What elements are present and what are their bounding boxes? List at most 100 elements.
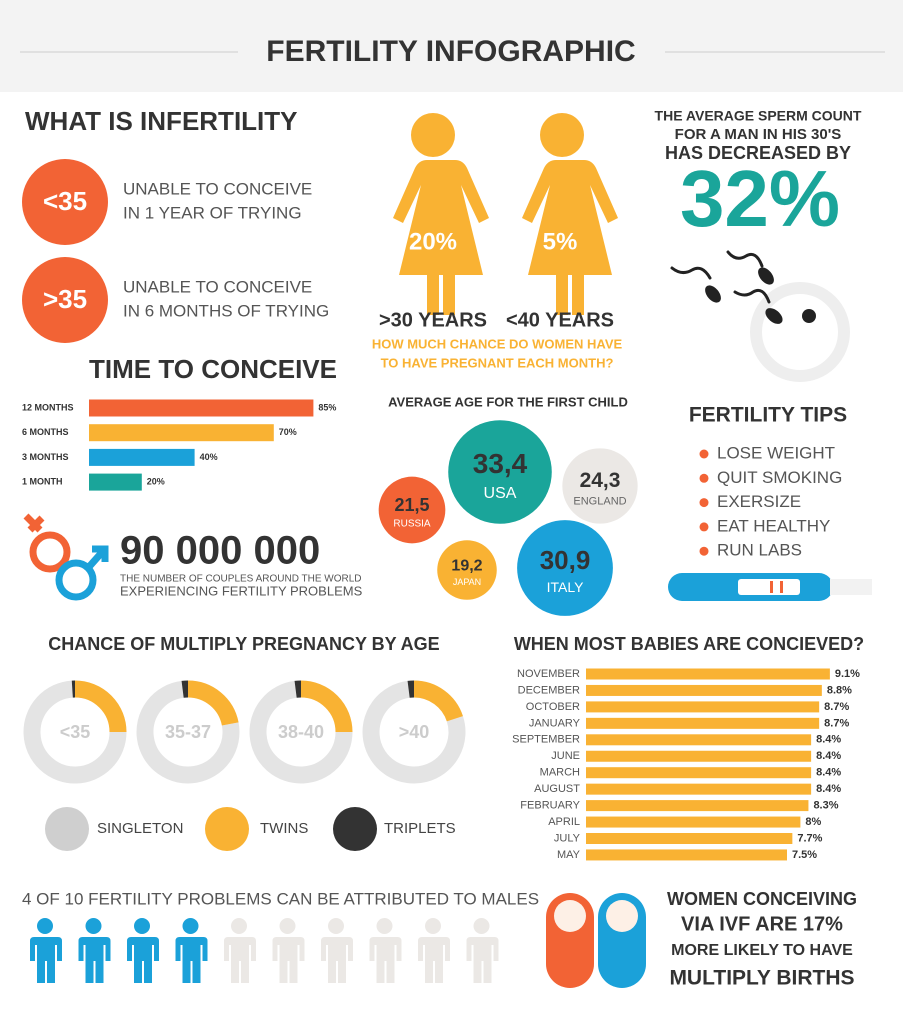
- sperm-text: THE AVERAGE SPERM COUNT: [655, 108, 862, 124]
- bar: [89, 424, 274, 442]
- badge-label: >35: [43, 284, 87, 314]
- bar: [586, 767, 812, 779]
- bar: [586, 816, 801, 828]
- sperm-value: 32%: [680, 154, 840, 243]
- category-label: JUNE: [551, 750, 580, 762]
- value-label: 19,2: [451, 558, 482, 575]
- category-label: DECEMBER: [518, 684, 580, 696]
- person-body: [78, 937, 111, 983]
- category-label: 12 MONTHS: [22, 402, 74, 412]
- bar: [586, 783, 812, 795]
- couples-text: THE NUMBER OF COUPLES AROUND THE WORLD: [120, 574, 362, 585]
- category-label: FEBRUARY: [520, 800, 580, 812]
- value-label: 8.8%: [827, 684, 852, 696]
- tip-bullet: [699, 498, 709, 508]
- tip: LOSE WEIGHT: [717, 443, 835, 462]
- tips-heading: FERTILITY TIPS: [689, 404, 847, 427]
- chart-title: CHANCE OF MULTIPLY PREGNANCY BY AGE: [48, 634, 439, 654]
- person-icon: [175, 918, 208, 983]
- bubble: [378, 476, 446, 544]
- person-icon: [466, 918, 499, 983]
- couples-number: 90 000 000: [120, 529, 320, 573]
- tip-bullet: [699, 546, 709, 556]
- person-head: [37, 918, 53, 934]
- definition: IN 1 YEAR OF TRYING: [123, 203, 302, 222]
- bar: [586, 833, 793, 844]
- value-label: 8.7%: [824, 717, 849, 729]
- person-head: [425, 918, 441, 934]
- test-stick: [830, 579, 872, 595]
- definition: UNABLE TO CONCEIVE: [123, 179, 312, 198]
- person-head: [182, 918, 199, 934]
- value-label: 8.4%: [816, 783, 841, 795]
- value-label: 40%: [200, 452, 218, 462]
- value-label: 20%: [147, 476, 165, 486]
- category-label: JULY: [554, 832, 581, 844]
- header-band: [0, 0, 903, 92]
- value-label: 9.1%: [835, 668, 860, 680]
- value-label: 8.4%: [816, 734, 841, 746]
- figure-label: >30 YEARS: [379, 309, 487, 331]
- test-line: [770, 581, 773, 593]
- donut-slice: [362, 680, 466, 784]
- person-icon: [272, 918, 305, 983]
- test-line: [780, 581, 783, 593]
- value-label: 8.7%: [824, 701, 849, 713]
- person-icon: [418, 918, 450, 983]
- ivf-text: VIA IVF ARE 17%: [681, 913, 843, 935]
- definition: IN 6 MONTHS OF TRYING: [123, 301, 329, 320]
- sperm-icons: [670, 250, 771, 304]
- baby-face: [606, 900, 638, 932]
- egg: [750, 282, 850, 382]
- person-body: [175, 937, 208, 983]
- category-label: SEPTEMBER: [512, 734, 580, 746]
- value-label: 7.7%: [797, 832, 822, 844]
- donut-slice: [23, 680, 127, 784]
- category-label: JAPAN: [453, 577, 481, 587]
- value-label: 24,3: [580, 469, 621, 492]
- sperm-text: FOR A MAN IN HIS 30'S: [675, 126, 842, 143]
- person-icon: [321, 918, 353, 983]
- chart-title: AVERAGE AGE FOR THE FIRST CHILD: [388, 394, 628, 409]
- tip: QUIT SMOKING: [717, 468, 842, 487]
- value-label: 8.4%: [816, 750, 841, 762]
- person-body: [272, 937, 305, 983]
- woman-body: [393, 160, 489, 315]
- figure-value: 20%: [409, 228, 457, 255]
- bubble: [517, 520, 613, 616]
- person-head: [328, 918, 344, 934]
- bubble: [437, 540, 497, 600]
- person-body: [127, 937, 159, 983]
- couples-text: EXPERIENCING FERTILITY PROBLEMS: [120, 583, 363, 598]
- question: HOW MUCH CHANCE DO WOMEN HAVE: [372, 336, 623, 351]
- bar: [586, 717, 820, 729]
- donut-slice: [300, 680, 353, 733]
- tip: EAT HEALTHY: [717, 516, 830, 535]
- bar: [586, 750, 812, 762]
- tip-bullet: [699, 522, 709, 532]
- donut-slice: [187, 680, 239, 727]
- woman-head: [540, 113, 584, 157]
- legend-swatch: [333, 807, 377, 851]
- person-body: [224, 937, 256, 983]
- women-figures: [393, 113, 618, 315]
- category-label: RUSSIA: [393, 519, 431, 530]
- woman-head: [411, 113, 455, 157]
- person-body: [369, 937, 402, 983]
- chart-title: WHEN MOST BABIES ARE CONCIEVED?: [514, 634, 864, 654]
- value-label: 8.3%: [813, 800, 838, 812]
- category-label: USA: [484, 485, 517, 502]
- chart-title: 4 OF 10 FERTILITY PROBLEMS CAN BE ATTRIB…: [22, 889, 539, 908]
- ivf-text: MULTIPLY BIRTHS: [669, 967, 854, 990]
- person-head: [279, 918, 296, 934]
- category-label: OCTOBER: [526, 701, 580, 713]
- badge-label: <35: [43, 186, 87, 216]
- figure-label: <40 YEARS: [506, 309, 614, 331]
- category-label: 35-37: [165, 722, 211, 742]
- bar: [89, 399, 314, 417]
- tip: EXERSIZE: [717, 492, 801, 511]
- category-label: ITALY: [547, 579, 584, 595]
- chart-title: TIME TO CONCEIVE: [89, 354, 337, 384]
